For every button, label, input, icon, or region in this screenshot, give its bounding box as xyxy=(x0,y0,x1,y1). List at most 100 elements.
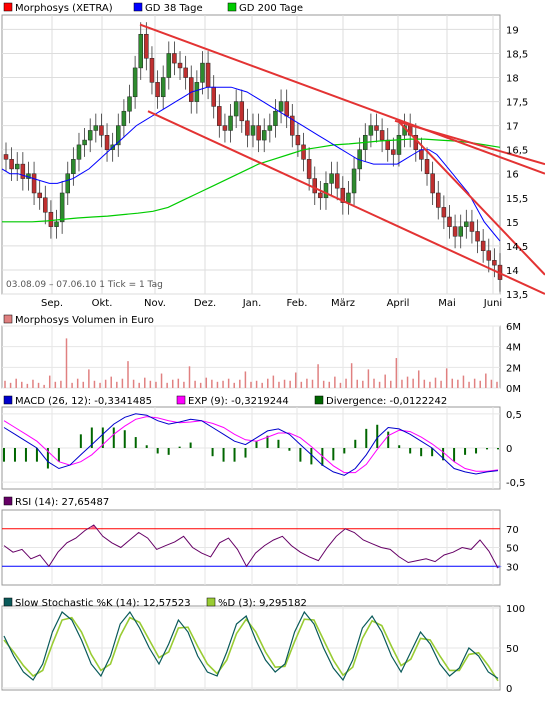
y-tick-label: 13,5 xyxy=(506,290,528,301)
volume-tick-label: 2M xyxy=(506,363,521,374)
candle-body xyxy=(256,125,261,141)
candle-body xyxy=(441,207,447,218)
y-tick-label: 18,5 xyxy=(506,49,528,60)
candle-body xyxy=(306,159,312,179)
macd-series xyxy=(3,413,499,476)
stochastic-series xyxy=(3,610,499,682)
legend-divergence: Divergence: -0,0122242 xyxy=(326,396,447,407)
legend-macd: MACD (26, 12): -0,3341485 xyxy=(15,396,152,407)
y-tick-label: 15 xyxy=(506,218,519,229)
candle-body xyxy=(458,226,463,237)
candle-body xyxy=(127,96,132,112)
candle-body xyxy=(318,192,323,199)
candle-body xyxy=(116,125,121,146)
candle-body xyxy=(261,130,267,141)
x-tick-label: Feb. xyxy=(287,298,308,309)
x-tick-label: Juni xyxy=(483,298,502,309)
y-tick-label: 14,5 xyxy=(506,242,528,253)
candle-body xyxy=(48,211,54,227)
trendline-resistance xyxy=(394,119,545,166)
rsi-series xyxy=(2,524,502,569)
candle-body xyxy=(54,221,59,227)
candle-body xyxy=(419,149,424,160)
candle-body xyxy=(87,130,93,141)
candle-body xyxy=(160,77,166,98)
x-tick-label: Mai xyxy=(438,298,456,309)
candle-body xyxy=(172,53,177,64)
candle-body xyxy=(480,240,486,251)
legend-gd200: GD 200 Tage xyxy=(239,3,303,14)
y-tick-label: 16 xyxy=(506,170,519,181)
rsi-tick-label: 70 xyxy=(506,525,519,536)
candle-body xyxy=(65,173,70,194)
volume-legend: Morphosys Volumen in Euro xyxy=(3,314,154,326)
candle-body xyxy=(340,187,346,203)
legend-volume: Morphosys Volumen in Euro xyxy=(15,315,154,326)
candle-body xyxy=(3,154,9,160)
macd-tick-label: 0,5 xyxy=(506,410,522,421)
candle-body xyxy=(9,159,14,170)
legend-swatch-exp xyxy=(176,395,186,405)
rsi-tick-label: 30 xyxy=(506,562,519,573)
candle-body xyxy=(211,86,216,107)
candle-body xyxy=(93,125,99,131)
candle-body xyxy=(144,33,149,59)
candle-body xyxy=(334,173,340,189)
stoch-d-line xyxy=(3,616,499,682)
candle-body xyxy=(290,115,295,136)
volume-panel-frame xyxy=(1,325,501,389)
legend-swatch-stoch-k xyxy=(3,597,13,607)
candle-body xyxy=(464,221,469,227)
legend-main: Morphosys (XETRA) xyxy=(15,3,113,14)
y-tick-label: 17 xyxy=(506,122,519,133)
candle-body xyxy=(267,125,273,131)
legend-swatch-volume xyxy=(3,314,13,324)
candle-body xyxy=(43,197,48,213)
candle-body xyxy=(166,53,172,78)
candle-body xyxy=(284,101,289,117)
candle-body xyxy=(447,216,452,227)
candle-body xyxy=(59,192,65,223)
y-tick-label: 17,5 xyxy=(506,98,528,109)
legend-swatch-main xyxy=(3,2,13,12)
candle-body xyxy=(469,221,475,232)
candle-body xyxy=(31,173,37,194)
candle-body xyxy=(121,110,127,126)
candle-body xyxy=(155,82,160,98)
candle-body xyxy=(323,183,329,199)
volume-tick-label: 0M xyxy=(506,384,521,395)
exp-line xyxy=(3,416,499,474)
macd-line xyxy=(3,413,499,476)
y-tick-label: 19 xyxy=(506,25,519,36)
legend-exp: EXP (9): -0,3219244 xyxy=(188,396,289,407)
candle-body xyxy=(14,163,20,170)
legend-swatch-macd xyxy=(3,395,13,405)
candle-body xyxy=(82,139,87,146)
x-tick-label: April xyxy=(387,298,410,309)
y-tick-label: 18 xyxy=(506,74,519,85)
candle-body xyxy=(217,106,222,126)
candle-body xyxy=(177,62,183,69)
candle-body xyxy=(76,144,82,160)
candle-body xyxy=(71,159,76,174)
candle-body xyxy=(233,101,239,117)
legend-swatch-stoch-d xyxy=(206,597,216,607)
candle-body xyxy=(132,67,138,98)
candle-body xyxy=(379,130,385,141)
main-legend: Morphosys (XETRA) GD 38 Tage GD 200 Tage xyxy=(3,2,303,14)
x-tick-label: Sep. xyxy=(41,298,63,309)
legend-rsi: RSI (14): 27,65487 xyxy=(15,497,109,508)
candle-body xyxy=(295,135,301,146)
legend-stoch-d: %D (3): 9,295182 xyxy=(218,598,307,609)
candle-body xyxy=(436,192,441,208)
trendline-lower xyxy=(147,110,545,295)
candle-body xyxy=(391,149,396,155)
y-tick-label: 16,5 xyxy=(506,146,528,157)
x-tick-label: Dez. xyxy=(194,298,216,309)
candle-body xyxy=(374,125,379,131)
trendline-upper xyxy=(139,23,545,175)
stoch-tick-label: 0 xyxy=(506,684,512,695)
candle-body xyxy=(20,163,26,179)
legend-swatch-gd200 xyxy=(227,2,237,12)
